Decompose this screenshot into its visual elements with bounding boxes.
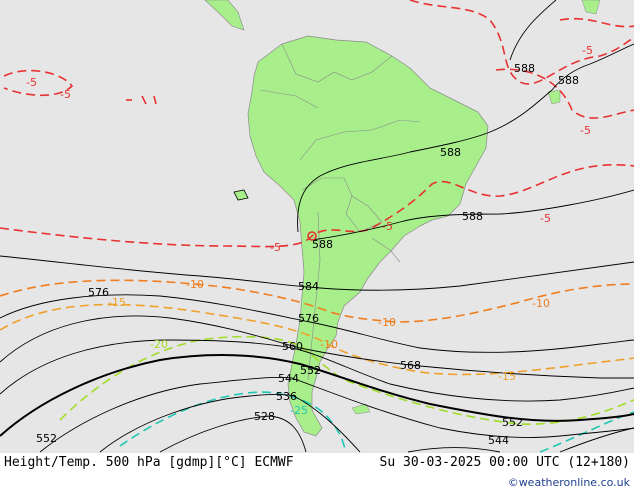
contour-588 [311, 189, 634, 241]
isotherm-minus25 [539, 411, 634, 453]
country-borders [259, 43, 421, 381]
temp-label: -10 [532, 297, 550, 310]
height-label: 576 [88, 286, 109, 299]
temp-label: -15 [498, 370, 516, 383]
contour-588 [551, 43, 634, 91]
temp-label: -5 [540, 212, 551, 225]
contour-576 [0, 294, 634, 353]
height-label: 576 [298, 312, 319, 325]
temp-label: -20 [150, 338, 168, 351]
height-contours [0, 0, 634, 453]
isotherm-minus5 [0, 164, 634, 248]
contour-small [407, 447, 501, 453]
contour-560 [0, 339, 634, 402]
height-label: 560 [282, 340, 303, 353]
height-label: 536 [276, 390, 297, 403]
temp-label: -5 [582, 44, 593, 57]
temp-label: -5 [382, 220, 393, 233]
contour-528 [159, 415, 307, 453]
height-label-group: 588 588 588 588 588 584 576 576 568 560 … [36, 62, 579, 447]
temp-label: -5 [270, 241, 281, 254]
isotherms [0, 0, 634, 453]
height-label: 552 [36, 432, 57, 445]
temp-label-group: -5 -5 -5 -5 -5 -5 -5 -10 -10 -10 -10 -15… [26, 44, 593, 417]
temp-label: -10 [186, 278, 204, 291]
contour-588 [297, 89, 553, 233]
land-central-america [204, 0, 245, 31]
land-island [233, 189, 249, 201]
isotherm-minus20 [59, 335, 634, 425]
isotherm-minus5 [495, 68, 634, 119]
contour-536 [99, 394, 361, 453]
contour-588 [509, 0, 557, 61]
isotherm-minus5 [409, 0, 634, 85]
footer-bar [0, 453, 634, 490]
height-label: 588 [312, 238, 333, 251]
credit-text[interactable]: ©weatheronline.co.uk [508, 476, 631, 489]
height-label: 568 [400, 359, 421, 372]
isotherm-minus25 [119, 391, 347, 453]
height-label: 552 [300, 364, 321, 377]
map-title: Height/Temp. 500 hPa [gdmp][°C] ECMWF [4, 455, 294, 470]
height-label: 588 [514, 62, 535, 75]
height-label: 544 [488, 434, 509, 447]
temp-label: -5 [26, 76, 37, 89]
height-label: 588 [462, 210, 483, 223]
temp-label: -15 [108, 296, 126, 309]
height-label: 528 [254, 410, 275, 423]
height-label: 588 [440, 146, 461, 159]
land-island [547, 89, 561, 105]
isotherm-minus5 [3, 69, 74, 97]
contour-small [559, 427, 634, 453]
contour-544 [39, 377, 634, 453]
temp-label: -10 [320, 338, 338, 351]
isotherm-minus5 [559, 17, 634, 28]
height-label: 552 [502, 416, 523, 429]
isotherm-minus10 [0, 279, 634, 323]
temp-label: -5 [580, 124, 591, 137]
contour-552 [0, 354, 634, 437]
land-island [581, 0, 601, 15]
contour-568 [0, 315, 634, 379]
temp-label: -25 [290, 404, 308, 417]
contour-584 [0, 255, 634, 291]
temp-label: -10 [378, 316, 396, 329]
valid-time: Su 30-03-2025 00:00 UTC (12+180) [380, 455, 630, 470]
temp-label: -5 [60, 88, 71, 101]
land-falklands [351, 403, 371, 415]
height-label: 584 [298, 280, 319, 293]
height-label: 588 [558, 74, 579, 87]
height-label: 544 [278, 372, 299, 385]
isotherm-fragments [126, 95, 317, 241]
